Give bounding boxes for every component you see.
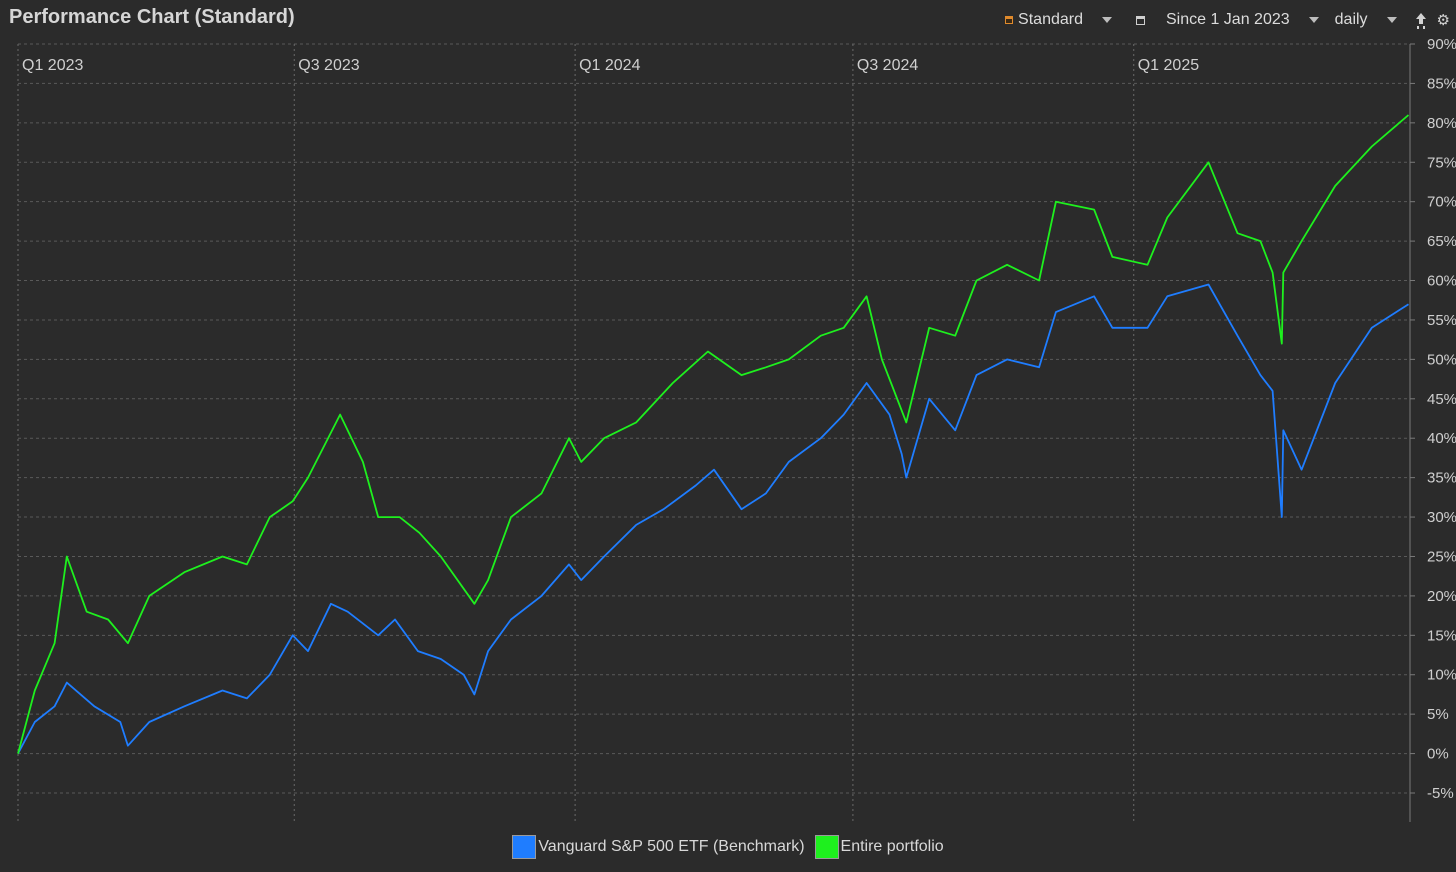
legend-item-portfolio[interactable]: Entire portfolio (814, 835, 944, 859)
y-tick-label: 50% (1427, 351, 1456, 368)
chevron-down-icon[interactable] (1386, 17, 1397, 23)
grid (17, 43, 1411, 822)
y-tick-label: 70% (1427, 194, 1456, 211)
y-tick-label: 65% (1427, 233, 1456, 250)
x-tick-label: Q1 2025 (1138, 57, 1199, 74)
export-icon[interactable] (1415, 13, 1427, 27)
x-tick-label: Q1 2024 (579, 57, 640, 74)
legend: Vanguard S&P 500 ETF (Benchmark) Entire … (0, 835, 1456, 859)
chart-toolbar: Standard Since 1 Jan 2023 daily ⚙ (1005, 8, 1450, 32)
chevron-down-icon[interactable] (1101, 17, 1112, 23)
y-tick-label: 45% (1427, 391, 1456, 408)
y-axis-ticks: -5% 0% 5% 10% 15% 20% 25% 30% 35% 40% 45% 50% 55% 60%… (1410, 36, 1456, 802)
y-tick-label: 20% (1427, 588, 1456, 605)
y-tick-label: 10% (1427, 667, 1456, 684)
gear-icon[interactable]: ⚙ (1436, 11, 1450, 29)
series-line-benchmark (17, 283, 1409, 755)
legend-label-portfolio: Entire portfolio (840, 838, 944, 855)
legend-item-benchmark[interactable]: Vanguard S&P 500 ETF (Benchmark) (512, 835, 805, 859)
y-tick-label: 60% (1427, 273, 1456, 290)
interval-selector[interactable]: daily (1335, 11, 1407, 29)
legend-swatch-benchmark (512, 835, 537, 859)
calendar-icon (1135, 15, 1145, 25)
y-tick-label: -5% (1427, 785, 1454, 802)
y-tick-label: 80% (1427, 115, 1456, 132)
view-label: Standard (1018, 11, 1083, 28)
chevron-down-icon[interactable] (1308, 17, 1319, 23)
view-selector[interactable]: Standard (1005, 11, 1122, 29)
legend-swatch-portfolio (814, 835, 839, 859)
legend-label-benchmark: Vanguard S&P 500 ETF (Benchmark) (538, 838, 805, 855)
y-tick-label: 90% (1427, 36, 1456, 53)
y-tick-label: 40% (1427, 430, 1456, 447)
y-tick-label: 35% (1427, 470, 1456, 487)
x-axis-ticks: Q1 2023 Q3 2023 Q1 2024 Q3 2024 Q1 2025 (22, 57, 1199, 74)
y-tick-label: 25% (1427, 548, 1456, 565)
x-tick-label: Q3 2023 (298, 57, 359, 74)
x-tick-label: Q1 2023 (22, 57, 83, 74)
y-tick-label: 30% (1427, 509, 1456, 526)
period-label: Since 1 Jan 2023 (1165, 11, 1290, 28)
period-selector[interactable]: Since 1 Jan 2023 (1128, 11, 1329, 29)
y-tick-label: 85% (1427, 75, 1456, 92)
y-tick-label: 5% (1427, 706, 1449, 723)
chart-standard-icon (1005, 16, 1014, 24)
series-lines (17, 114, 1410, 755)
page-title: Performance Chart (Standard) (9, 6, 295, 28)
series-line-portfolio (17, 114, 1410, 754)
y-tick-label: 0% (1427, 746, 1449, 763)
y-tick-label: 55% (1427, 312, 1456, 329)
x-tick-label: Q3 2024 (857, 57, 918, 74)
y-tick-label: 15% (1427, 627, 1456, 644)
y-tick-label: 75% (1427, 154, 1456, 171)
performance-chart: Q1 2023 Q3 2023 Q1 2024 Q3 2024 Q1 2025 -5% 0… (17, 36, 1456, 822)
interval-label: daily (1334, 11, 1368, 28)
